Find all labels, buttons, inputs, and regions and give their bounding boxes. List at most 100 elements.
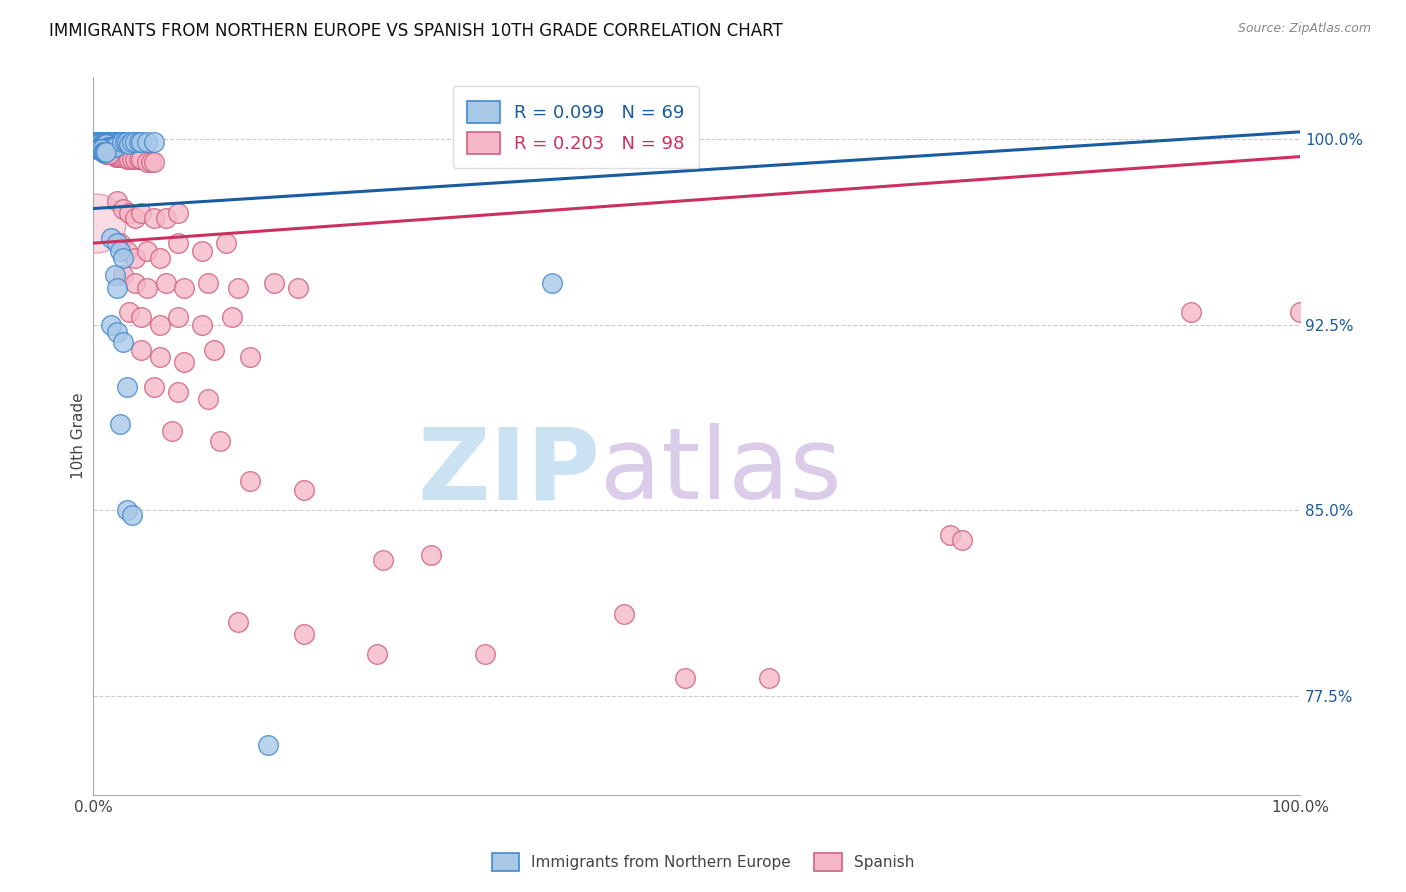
Point <box>100 231 122 245</box>
Point <box>97 147 120 161</box>
Point <box>950 533 973 547</box>
Point <box>115 152 138 166</box>
Point <box>226 615 249 629</box>
Point <box>103 147 125 161</box>
Point <box>86 142 108 156</box>
Point <box>97 145 120 159</box>
Point <box>166 206 188 220</box>
Point <box>124 251 146 265</box>
Point <box>124 211 146 226</box>
Point <box>90 142 112 156</box>
Point <box>93 145 115 159</box>
Point <box>131 310 153 325</box>
Point <box>673 672 696 686</box>
Point <box>100 135 122 149</box>
Point <box>226 281 249 295</box>
Point <box>136 244 159 258</box>
Point <box>105 194 128 208</box>
Point <box>197 276 219 290</box>
Point <box>166 236 188 251</box>
Point <box>105 325 128 339</box>
Point <box>97 135 120 149</box>
Point <box>94 135 117 149</box>
Point <box>239 350 262 364</box>
Point <box>112 268 135 283</box>
Point <box>84 135 107 149</box>
Point <box>108 417 131 431</box>
Text: atlas: atlas <box>600 424 842 520</box>
Point <box>93 145 115 159</box>
Point <box>87 137 110 152</box>
Point <box>100 139 122 153</box>
Point <box>89 137 111 152</box>
Point <box>103 135 125 149</box>
Point <box>90 135 112 149</box>
Point <box>112 202 135 216</box>
Point <box>91 135 114 149</box>
Point <box>208 434 231 448</box>
Point <box>197 392 219 406</box>
Point <box>131 343 153 357</box>
Point <box>1289 305 1312 319</box>
Point <box>98 135 121 149</box>
Point <box>105 135 128 149</box>
Point <box>292 627 315 641</box>
Point <box>366 647 388 661</box>
Point <box>104 147 127 161</box>
Point <box>93 142 115 156</box>
Point <box>758 672 780 686</box>
Point <box>91 137 114 152</box>
Point <box>107 150 129 164</box>
Point <box>155 276 177 290</box>
Point <box>90 142 112 156</box>
Point <box>104 268 127 283</box>
Point <box>124 276 146 290</box>
Point <box>221 310 243 325</box>
Point <box>97 147 120 161</box>
Point <box>142 379 165 393</box>
Point <box>91 145 114 159</box>
Point <box>112 251 135 265</box>
Point <box>91 145 114 159</box>
Point <box>202 343 225 357</box>
Point <box>89 142 111 156</box>
Point <box>118 152 141 166</box>
Point <box>136 154 159 169</box>
Point <box>287 281 309 295</box>
Point <box>103 139 125 153</box>
Point <box>613 607 636 622</box>
Point <box>94 142 117 156</box>
Point <box>90 137 112 152</box>
Point <box>139 154 162 169</box>
Legend: Immigrants from Northern Europe, Spanish: Immigrants from Northern Europe, Spanish <box>485 847 921 877</box>
Point <box>101 135 124 149</box>
Point <box>215 236 238 251</box>
Point <box>118 206 141 220</box>
Point <box>166 310 188 325</box>
Point <box>94 137 117 152</box>
Point <box>115 244 138 258</box>
Text: IMMIGRANTS FROM NORTHERN EUROPE VS SPANISH 10TH GRADE CORRELATION CHART: IMMIGRANTS FROM NORTHERN EUROPE VS SPANI… <box>49 22 783 40</box>
Point <box>128 135 150 149</box>
Point <box>112 335 135 350</box>
Point <box>89 142 111 156</box>
Point <box>89 135 111 149</box>
Point <box>94 145 117 159</box>
Point <box>121 152 143 166</box>
Point <box>86 135 108 149</box>
Point <box>124 152 146 166</box>
Point <box>89 142 111 156</box>
Point <box>96 135 118 149</box>
Point <box>84 135 107 149</box>
Text: Source: ZipAtlas.com: Source: ZipAtlas.com <box>1237 22 1371 36</box>
Point <box>84 216 107 230</box>
Point <box>131 206 153 220</box>
Point <box>136 281 159 295</box>
Legend: R = 0.099   N = 69, R = 0.203   N = 98: R = 0.099 N = 69, R = 0.203 N = 98 <box>453 87 699 169</box>
Point <box>108 150 131 164</box>
Point <box>371 553 394 567</box>
Point <box>93 137 115 152</box>
Point <box>118 137 141 152</box>
Point <box>540 276 562 290</box>
Point <box>86 137 108 152</box>
